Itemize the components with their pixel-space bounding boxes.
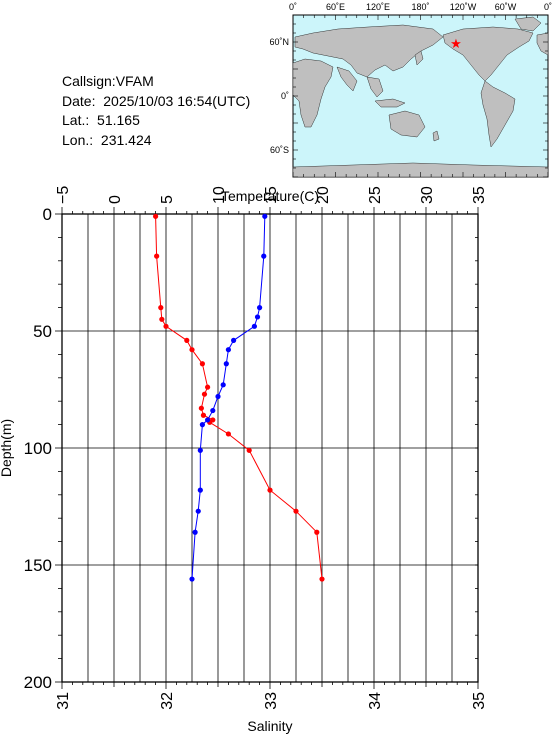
chart-grid: [62, 214, 478, 682]
temperature-data-point: [246, 447, 252, 453]
temperature-tick-label: 5: [159, 195, 176, 204]
depth-tick-label: 0: [43, 205, 52, 224]
salinity-axis-label: Salinity: [247, 718, 292, 734]
salinity-data-point: [197, 447, 203, 453]
map-lon-tick-label: 60˚E: [326, 2, 345, 12]
salinity-data-point: [189, 576, 195, 582]
salinity-data-point: [199, 422, 205, 428]
map-lon-tick-label: 60˚W: [495, 2, 517, 12]
land-eurasia: [294, 24, 444, 78]
date-text: Date: 2025/10/03 16:54(UTC): [62, 92, 251, 109]
land-north-america: [442, 26, 534, 82]
latitude-row: Lat.: 51.165: [62, 111, 250, 131]
temperature-data-point: [205, 384, 211, 390]
salinity-tick-label: 35: [471, 692, 488, 710]
temperature-data-point: [154, 253, 160, 259]
salinity-data-point: [210, 407, 216, 414]
temperature-data-point: [225, 431, 231, 437]
temperature-data-point: [163, 323, 169, 329]
temperature-data-point: [184, 337, 190, 343]
map-lon-tick-label: 180˚: [411, 2, 429, 12]
salinity-data-point: [251, 323, 257, 329]
depth-axis-label: Depth(m): [0, 419, 14, 477]
land-antarctica: [292, 162, 549, 178]
temperature-data-point: [200, 412, 207, 418]
latitude-label: Lat.:: [62, 112, 90, 128]
temperature-data-point: [201, 391, 208, 397]
depth-tick-label: 150: [24, 556, 52, 575]
map-lat-tick-label: 60˚N: [269, 37, 289, 47]
salinity-data-point: [205, 417, 211, 423]
longitude-value: 231.424: [100, 131, 152, 148]
longitude-label: Lon.:: [62, 131, 94, 148]
plot-frame: [61, 213, 479, 683]
temperature-tick-label: −5: [55, 186, 72, 204]
temperature-data-point: [198, 405, 204, 411]
star-icon: ★: [450, 37, 462, 52]
land-new-zealand: [432, 130, 440, 142]
temperature-data-point: [314, 529, 320, 535]
map-lon-tick-label: 120˚E: [366, 2, 390, 12]
salinity-data-point: [231, 337, 237, 343]
temperature-data-point: [267, 487, 273, 493]
land-south-america: [480, 80, 516, 148]
map-land: [292, 16, 549, 178]
land-japan: [414, 50, 424, 66]
depth-tick-label: 100: [24, 439, 52, 458]
callsign-text: Callsign:VFAM: [62, 73, 154, 89]
longitude-row: Lon.: 231.424: [62, 131, 250, 151]
salinity-profile-line: [191, 216, 266, 580]
salinity-data-point: [197, 487, 203, 493]
temperature-axis-label: Temperature(C): [221, 188, 319, 204]
land-greenland: [514, 16, 542, 32]
salinity-data-point: [192, 529, 198, 535]
temperature-tick-label: 30: [419, 186, 436, 204]
salinity-data-point: [215, 393, 221, 400]
temperature-data-point: [189, 347, 195, 353]
land-india: [336, 66, 358, 92]
temperature-data-point: [153, 213, 159, 219]
salinity-data-point: [195, 508, 201, 514]
latitude-value: 51.165: [97, 112, 140, 128]
land-australia: [388, 110, 426, 138]
temperature-profile-line: [155, 216, 323, 580]
map-lon-tick-label: 0˚: [289, 2, 297, 12]
depth-tick-label: 50: [33, 322, 52, 341]
temperature-data-point: [158, 305, 164, 311]
land-se-asia: [366, 76, 384, 98]
temperature-tick-label: 20: [315, 186, 332, 204]
map-lon-tick-label: 0˚: [544, 2, 552, 12]
temperature-tick-label: 35: [471, 186, 488, 204]
temperature-data-point: [159, 316, 165, 322]
map-ocean: [292, 14, 549, 178]
salinity-tick-label: 34: [367, 692, 384, 710]
depth-tick-label: 200: [24, 673, 52, 692]
salinity-data-point: [220, 382, 226, 388]
temperature-data-point: [319, 576, 325, 582]
temperature-tick-label: 0: [107, 195, 124, 204]
temperature-tick-label: 25: [367, 186, 384, 204]
salinity-tick-label: 31: [55, 692, 72, 710]
temperature-data-point: [207, 419, 213, 425]
temperature-tick-label: 10: [211, 186, 228, 204]
salinity-data-point: [223, 361, 229, 367]
temperature-data-point: [210, 417, 216, 423]
salinity-data-point: [262, 213, 268, 219]
salinity-tick-label: 32: [159, 692, 176, 710]
salinity-data-point: [254, 314, 261, 320]
salinity-data-point: [225, 347, 231, 353]
land-indonesia: [374, 98, 406, 108]
land-europe-west: [536, 32, 549, 56]
temperature-data-point: [293, 508, 299, 514]
salinity-tick-label: 33: [263, 692, 280, 710]
map-lat-tick-label: 60˚S: [270, 145, 289, 155]
land-africa: [292, 58, 334, 128]
temperature-tick-label: 15: [263, 186, 280, 204]
map-lon-tick-label: 120˚W: [450, 2, 477, 12]
salinity-data-point: [261, 253, 267, 259]
station-info: Callsign:VFAM Date: 2025/10/03 16:54(UTC…: [62, 72, 250, 150]
temperature-data-point: [199, 361, 205, 367]
salinity-data-point: [257, 305, 263, 311]
map-lat-tick-label: 0˚: [281, 91, 289, 101]
